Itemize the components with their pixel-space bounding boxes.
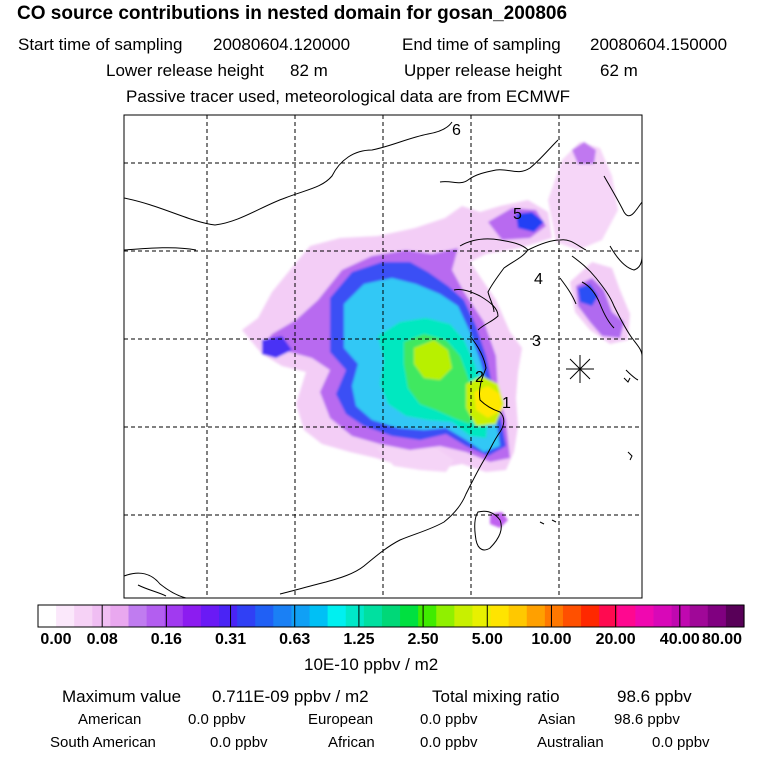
colorbar-cell <box>526 605 546 627</box>
colorbar-tick-label: 10.00 <box>531 631 572 648</box>
colorbar-tick-label: 0.31 <box>214 631 247 648</box>
colorbar-cell <box>599 605 618 627</box>
track-label-2: 2 <box>475 369 484 386</box>
region-value-african: 0.0 ppbv <box>420 734 478 751</box>
track-label-1: 1 <box>502 395 511 412</box>
colorbar-cell <box>689 605 709 627</box>
colorbar-cell <box>725 605 745 627</box>
colorbar-tick-label: 5.00 <box>471 631 503 648</box>
total-mixing-label: Total mixing ratio <box>432 687 560 706</box>
colorbar-cell <box>617 605 636 627</box>
colorbar-cell <box>490 605 510 627</box>
colorbar-cell <box>472 605 492 627</box>
region-value-american: 0.0 ppbv <box>188 711 246 728</box>
region-value-australian: 0.0 ppbv <box>652 734 710 751</box>
receptor-star-icon <box>566 355 594 383</box>
colorbar-cell <box>400 605 419 627</box>
start-time-label: Start time of sampling <box>18 35 183 54</box>
track-label-5: 5 <box>513 206 522 223</box>
max-value: 0.711E-09 ppbv / m2 <box>212 687 369 706</box>
colorbar-cell <box>219 605 238 627</box>
colorbar-cell <box>653 605 673 627</box>
contour-level-1b <box>548 142 618 250</box>
contour-level-3c <box>578 284 598 306</box>
tracer-note: Passive tracer used, meteorological data… <box>126 87 571 106</box>
colorbar-cell <box>418 605 437 627</box>
colorbar-units: 10E-10 ppbv / m2 <box>304 655 439 674</box>
colorbar-cell <box>237 605 256 627</box>
colorbar-cell <box>182 605 202 627</box>
track-label-4: 4 <box>534 271 543 288</box>
colorbar-tick-label: 0.00 <box>40 631 72 648</box>
contour-level-2d <box>572 142 596 164</box>
colorbar-cell <box>273 605 293 627</box>
lower-height-label: Lower release height <box>106 61 264 80</box>
map-grid <box>124 115 642 598</box>
colorbar-tick-label: 0.63 <box>279 631 311 648</box>
plot-title: CO source contributions in nested domain… <box>17 3 568 24</box>
colorbar-cell <box>436 605 455 627</box>
track-label-3: 3 <box>532 333 541 350</box>
colorbar-cell <box>327 605 347 627</box>
contour-level-3d <box>262 336 292 358</box>
colorbar-cell <box>291 605 311 627</box>
colorbar-tick-label: 40.00 <box>659 631 700 648</box>
region-name-asian: Asian <box>538 711 576 728</box>
contour-level-1d <box>376 442 454 472</box>
region-name-american: American <box>78 711 142 728</box>
colorbar-cell <box>671 605 691 627</box>
end-time-value: 20080604.150000 <box>590 35 728 54</box>
colorbar-cell <box>707 605 727 627</box>
total-mixing-value: 98.6 ppbv <box>617 687 692 706</box>
colorbar-cell <box>508 605 528 627</box>
colorbar-cell <box>544 605 564 627</box>
colorbar-cell <box>110 605 130 627</box>
colorbar-cell <box>309 605 329 627</box>
region-value-european: 0.0 ppbv <box>420 711 478 728</box>
colorbar-cell <box>381 605 401 627</box>
region-name-south-american: South American <box>50 734 156 751</box>
colorbar-tick-label: 1.25 <box>343 631 375 648</box>
region-value-south-american: 0.0 ppbv <box>210 734 268 751</box>
contour-level-3b <box>516 212 544 232</box>
map-frame <box>123 114 643 599</box>
colorbar-cell <box>635 605 655 627</box>
colorbar-tick-label: 20.00 <box>595 631 636 648</box>
colorbar-tick-label: 80.00 <box>701 631 743 648</box>
lower-height-value: 82 m <box>290 61 328 80</box>
track-label-6: 6 <box>452 122 461 139</box>
colorbar-cell <box>146 605 166 627</box>
region-name-european: European <box>308 711 374 728</box>
colorbar-cell <box>164 605 184 627</box>
colorbar-cell <box>255 605 274 627</box>
colorbar-tick-label: 0.08 <box>86 631 118 648</box>
colorbar-cell <box>454 605 474 627</box>
colorbar-cell <box>92 605 112 627</box>
colorbar-cell <box>74 605 93 627</box>
colorbar-cell <box>200 605 220 627</box>
region-name-australian: Australian <box>537 734 604 751</box>
colorbar-frame <box>37 604 745 628</box>
colorbar-cell <box>128 605 148 627</box>
colorbar-cell <box>581 605 600 627</box>
colorbar-cell <box>345 605 365 627</box>
colorbar-cell <box>363 605 383 627</box>
start-time-value: 20080604.120000 <box>213 35 351 54</box>
upper-height-value: 62 m <box>600 61 638 80</box>
contour-level-7 <box>414 340 452 380</box>
contour-taiwan <box>490 512 508 528</box>
colorbar-tick-label: 2.50 <box>407 631 439 648</box>
end-time-label: End time of sampling <box>402 35 561 54</box>
colorbar-cell <box>562 605 582 627</box>
max-value-label: Maximum value <box>62 687 182 706</box>
coastlines <box>124 121 642 598</box>
colorbar-tick-label: 0.16 <box>150 631 182 648</box>
region-name-african: African <box>328 734 375 751</box>
colorbar-cell <box>56 605 75 627</box>
region-value-asian: 98.6 ppbv <box>614 711 680 728</box>
upper-height-label: Upper release height <box>404 61 562 80</box>
colorbar-cell <box>38 605 57 627</box>
